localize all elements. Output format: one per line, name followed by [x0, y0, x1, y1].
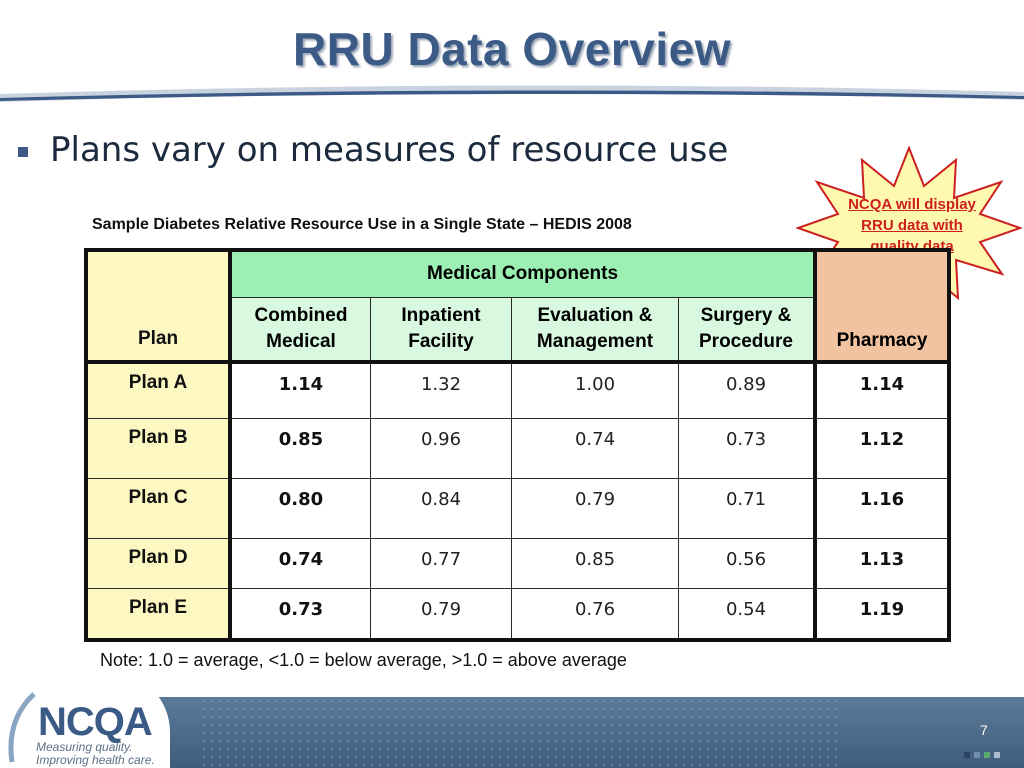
- ncqa-logo-swoosh-icon: [8, 692, 36, 763]
- callout-line-1: NCQA will display: [848, 196, 976, 213]
- corner-dot: [974, 752, 980, 758]
- corner-dot: [984, 752, 990, 758]
- bullet-text: Plans vary on measures of resource use: [50, 130, 729, 170]
- ncqa-logo: NCQA: [38, 700, 153, 744]
- square-bullet-icon: [18, 147, 28, 157]
- corner-dots-decoration: [964, 752, 1000, 758]
- column-header-line: Inpatient: [401, 304, 481, 326]
- callout-line-2: RRU data with: [861, 217, 963, 234]
- plan-header: Plan: [84, 248, 232, 363]
- surgery-procedure-cell: 0.71: [678, 477, 816, 539]
- table-row: Plan C 0.80 0.84 0.79 0.71 1.16: [84, 477, 951, 539]
- logo-tagline-line-1: Measuring quality.: [36, 740, 133, 754]
- combined-medical-cell: 1.14: [229, 360, 371, 419]
- column-header-line: Facility: [408, 330, 474, 352]
- page-number: 7: [980, 722, 988, 738]
- surgery-procedure-cell: 0.56: [678, 537, 816, 589]
- pharmacy-cell: 1.14: [813, 360, 951, 419]
- column-header-surgery-procedure: Surgery & Procedure: [678, 296, 816, 363]
- plan-name-cell: Plan D: [84, 537, 232, 589]
- logo-background: [0, 672, 170, 768]
- table-caption: Sample Diabetes Relative Resource Use in…: [92, 216, 632, 233]
- medical-components-header: Medical Components: [229, 247, 816, 298]
- pharmacy-cell: 1.19: [813, 587, 951, 642]
- combined-medical-cell: 0.80: [229, 477, 371, 539]
- inpatient-facility-cell: 0.84: [370, 477, 512, 539]
- inpatient-facility-cell: 0.96: [370, 417, 512, 479]
- table-row: Plan A 1.14 1.32 1.00 0.89 1.14: [84, 360, 951, 419]
- corner-dot: [994, 752, 1000, 758]
- column-header-line: Medical: [266, 330, 336, 352]
- pharmacy-cell: 1.16: [813, 477, 951, 539]
- table-row: Plan E 0.73 0.79 0.76 0.54 1.19: [84, 587, 951, 642]
- column-header-inpatient-facility: Inpatient Facility: [370, 296, 512, 363]
- table-note: Note: 1.0 = average, <1.0 = below averag…: [100, 650, 627, 670]
- pharmacy-header: Pharmacy: [813, 248, 951, 363]
- column-header-evaluation-management: Evaluation & Management: [511, 296, 679, 363]
- inpatient-facility-cell: 0.79: [370, 587, 512, 642]
- evaluation-management-cell: 0.85: [511, 537, 679, 589]
- rru-table: Plan Medical Components Pharmacy Combine…: [84, 247, 951, 642]
- combined-medical-cell: 0.74: [229, 537, 371, 589]
- combined-medical-cell: 0.85: [229, 417, 371, 479]
- logo-tagline-line-2: Improving health care.: [36, 753, 155, 767]
- plan-name-cell: Plan C: [84, 477, 232, 539]
- table-row: Plan D 0.74 0.77 0.85 0.56 1.13: [84, 537, 951, 589]
- evaluation-management-cell: 0.79: [511, 477, 679, 539]
- slide-title: RRU Data Overview: [293, 23, 731, 75]
- surgery-procedure-cell: 0.54: [678, 587, 816, 642]
- combined-medical-cell: 0.73: [229, 587, 371, 642]
- title-underline-swoosh: [0, 85, 1024, 102]
- column-header-line: Evaluation &: [537, 304, 653, 326]
- table-row: Plan B 0.85 0.96 0.74 0.73 1.12: [84, 417, 951, 479]
- surgery-procedure-cell: 0.89: [678, 360, 816, 419]
- column-header-line: Procedure: [699, 330, 793, 352]
- plan-name-cell: Plan B: [84, 417, 232, 479]
- column-header-line: Combined: [254, 304, 348, 326]
- column-header-line: Surgery &: [700, 304, 792, 326]
- inpatient-facility-cell: 1.32: [370, 360, 512, 419]
- bullet-point: Plans vary on measures of resource use: [18, 130, 728, 170]
- pharmacy-cell: 1.12: [813, 417, 951, 479]
- plan-name-cell: Plan E: [84, 587, 232, 642]
- table-header-row-1: Plan Medical Components Pharmacy: [84, 247, 951, 363]
- corner-dot: [964, 752, 970, 758]
- evaluation-management-cell: 1.00: [511, 360, 679, 419]
- evaluation-management-cell: 0.76: [511, 587, 679, 642]
- table-header-row-2: Combined Medical Inpatient Facility Eval…: [86, 296, 949, 363]
- column-header-combined-medical: Combined Medical: [229, 296, 371, 363]
- surgery-procedure-cell: 0.73: [678, 417, 816, 479]
- evaluation-management-cell: 0.74: [511, 417, 679, 479]
- pharmacy-cell: 1.13: [813, 537, 951, 589]
- column-header-line: Management: [536, 330, 654, 352]
- footer-dot-pattern: [200, 697, 840, 768]
- inpatient-facility-cell: 0.77: [370, 537, 512, 589]
- plan-name-cell: Plan A: [84, 360, 232, 419]
